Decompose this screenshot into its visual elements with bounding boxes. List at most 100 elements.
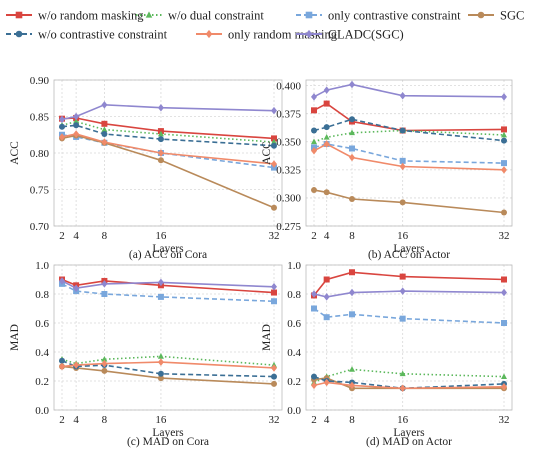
y-tick-label: 0.70 bbox=[30, 221, 50, 233]
x-tick-label: 16 bbox=[397, 414, 409, 426]
series-line bbox=[313, 368, 505, 384]
data-point bbox=[399, 384, 406, 392]
data-point bbox=[311, 138, 317, 145]
legend-item-only-contrastive-constraint: only contrastive constraint bbox=[296, 9, 461, 23]
y-tick-label: 0.6 bbox=[35, 318, 49, 330]
data-point bbox=[101, 367, 108, 374]
data-point bbox=[73, 112, 80, 121]
legend-swatch-marker bbox=[477, 11, 485, 19]
data-point bbox=[271, 283, 277, 291]
x-tick-label: 16 bbox=[397, 230, 409, 242]
x-tick-label: 2 bbox=[59, 414, 65, 426]
series-line bbox=[313, 143, 505, 171]
y-tick-label: 0.4 bbox=[35, 347, 49, 359]
data-point bbox=[59, 115, 65, 124]
data-point bbox=[323, 100, 330, 107]
series-only-contrastive-constraint bbox=[59, 131, 277, 171]
data-point bbox=[271, 364, 277, 372]
data-point bbox=[323, 86, 330, 94]
data-point bbox=[157, 136, 164, 143]
data-point bbox=[101, 120, 108, 127]
series-w-o-dual-constraint bbox=[311, 127, 507, 145]
y-tick-label: 0.2 bbox=[35, 376, 49, 388]
x-tick-label: 4 bbox=[73, 230, 79, 242]
data-point bbox=[323, 378, 330, 387]
data-point bbox=[311, 107, 317, 114]
data-point bbox=[399, 287, 406, 295]
series-sgc bbox=[311, 187, 507, 216]
x-axis-title: Layers bbox=[152, 427, 184, 439]
x-tick-label: 32 bbox=[499, 230, 510, 242]
data-point bbox=[323, 133, 330, 140]
data-point bbox=[323, 124, 330, 131]
data-point bbox=[73, 118, 80, 125]
series-line bbox=[313, 307, 505, 324]
data-point bbox=[157, 370, 164, 377]
series-line bbox=[61, 124, 275, 147]
data-point bbox=[501, 131, 507, 138]
data-point bbox=[101, 291, 108, 297]
legend-item-w-o-dual-constraint: w/o dual constraint bbox=[136, 9, 264, 23]
y-tick-label: 0.2 bbox=[287, 376, 301, 388]
legend-item-w-o-contrastive-constraint: w/o contrastive constraint bbox=[6, 28, 168, 42]
plot-frame bbox=[53, 79, 283, 227]
data-point bbox=[311, 93, 317, 101]
data-point bbox=[349, 288, 355, 297]
series-only-contrastive-constraint bbox=[311, 141, 507, 167]
data-point bbox=[399, 273, 406, 280]
panel-caption: (b) ACC on Actor bbox=[368, 249, 450, 261]
data-point bbox=[311, 373, 317, 380]
data-point bbox=[157, 278, 164, 287]
x-tick-label: 4 bbox=[324, 414, 330, 426]
data-point bbox=[271, 289, 277, 296]
plot-frame bbox=[305, 264, 513, 411]
x-tick-label: 8 bbox=[349, 414, 355, 426]
series-line bbox=[61, 117, 275, 140]
legend-item-gladc-sgc: GLADC(SGC) bbox=[296, 28, 404, 42]
series-line bbox=[61, 134, 275, 209]
data-point bbox=[271, 298, 277, 305]
data-point bbox=[271, 160, 277, 168]
x-tick-label: 16 bbox=[155, 414, 167, 426]
data-point bbox=[157, 130, 164, 137]
data-point bbox=[271, 373, 277, 380]
data-point bbox=[349, 381, 355, 390]
legend-label: SGC bbox=[500, 9, 524, 23]
y-tick-label: 0.325 bbox=[276, 165, 301, 177]
data-point bbox=[349, 269, 355, 276]
y-axis-title: ACC bbox=[9, 141, 21, 165]
data-point bbox=[349, 196, 355, 203]
data-point bbox=[101, 355, 108, 362]
data-point bbox=[157, 353, 164, 359]
panel-caption: (a) ACC on Cora bbox=[129, 249, 207, 261]
data-point bbox=[157, 103, 164, 112]
legend-item-only-random-masking: only random masking bbox=[196, 28, 338, 42]
legend-item-w-o-random-masking: w/o random masking bbox=[6, 9, 144, 23]
data-point bbox=[59, 362, 65, 371]
series-only-random-masking bbox=[59, 130, 277, 168]
x-tick-label: 2 bbox=[59, 230, 65, 242]
data-point bbox=[59, 277, 65, 285]
y-tick-label: 1.0 bbox=[35, 260, 49, 272]
series-line bbox=[313, 118, 505, 142]
series-gladc-sgc bbox=[59, 101, 277, 124]
x-tick-label: 8 bbox=[349, 230, 355, 242]
data-point bbox=[101, 126, 108, 133]
data-point bbox=[73, 361, 80, 369]
series-only-contrastive-constraint bbox=[311, 305, 507, 326]
x-tick-label: 4 bbox=[73, 414, 79, 426]
data-point bbox=[157, 358, 164, 366]
data-point bbox=[399, 91, 406, 100]
data-point bbox=[501, 160, 507, 167]
data-point bbox=[349, 366, 355, 372]
series-line bbox=[313, 143, 505, 164]
y-axis-title: ACC bbox=[261, 141, 273, 165]
data-point bbox=[349, 116, 355, 123]
legend-item-sgc: SGC bbox=[468, 9, 524, 23]
series-w-o-random-masking bbox=[59, 114, 277, 142]
series-gladc-sgc bbox=[311, 287, 507, 301]
data-point bbox=[59, 357, 65, 364]
chart-panel-1: 0.70 0.75 0.80 0.85 0.90 2 4 8 16 32 Layers ACC (a) … bbox=[9, 75, 283, 261]
x-tick-label: 2 bbox=[311, 414, 317, 426]
y-tick-label: 0.80 bbox=[30, 148, 50, 160]
